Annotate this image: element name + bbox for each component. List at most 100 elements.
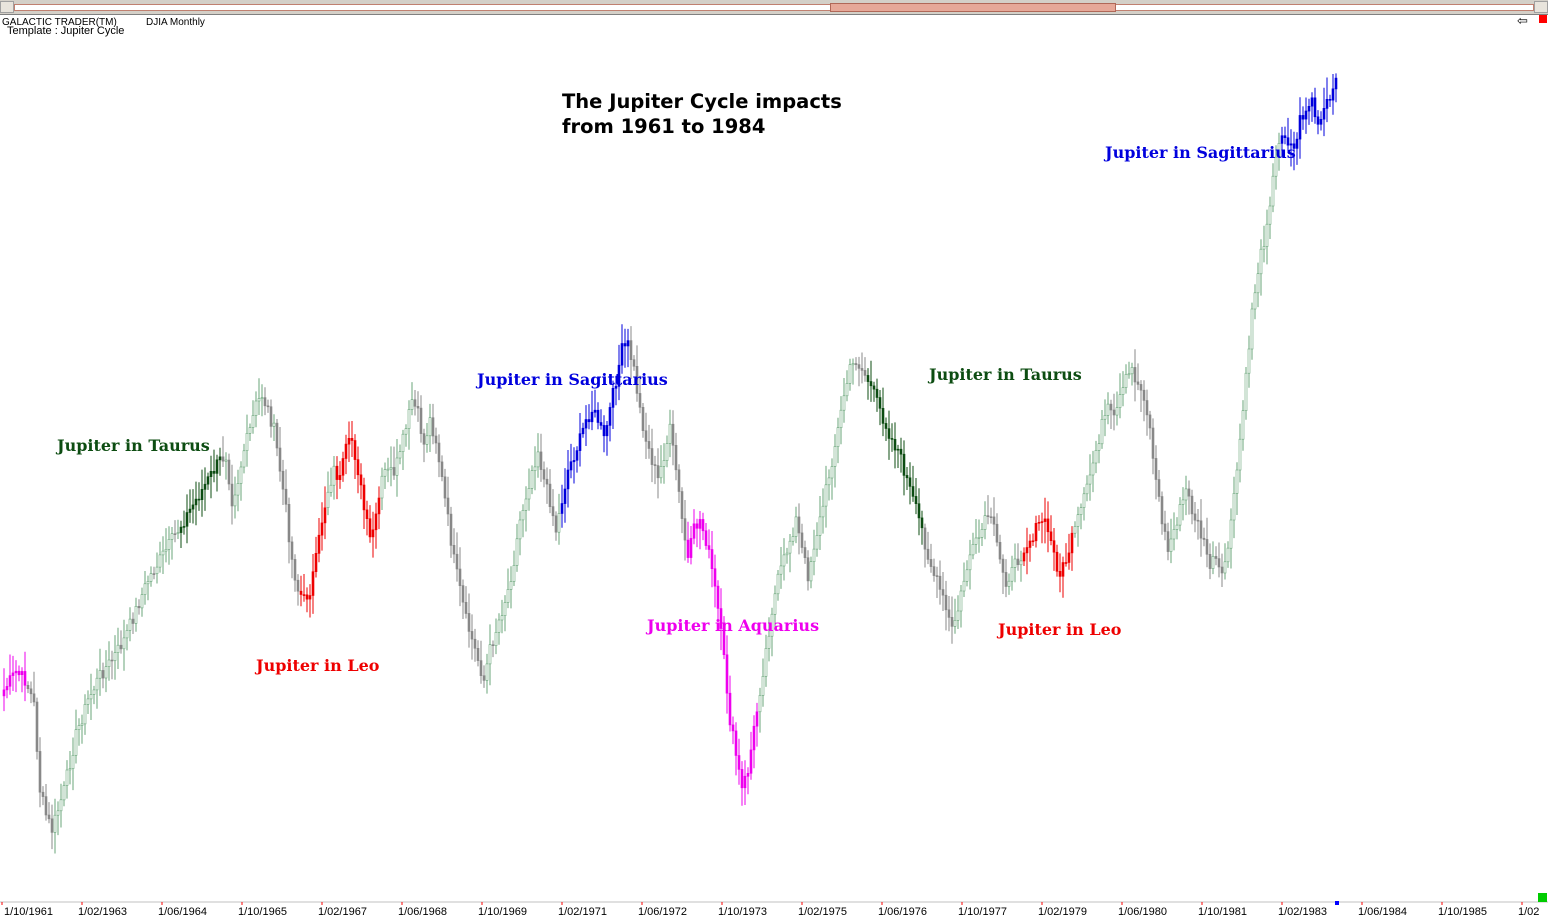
annotation-sagittarius-1: Jupiter in Sagittarius [477, 370, 668, 389]
candlestick [485, 653, 489, 694]
close-indicator-icon[interactable] [1539, 15, 1547, 23]
scroll-left-button[interactable] [0, 1, 14, 13]
candlestick [653, 455, 657, 485]
candlestick [1145, 389, 1149, 436]
candlestick [440, 455, 444, 482]
candlestick [590, 390, 594, 431]
candlestick [1259, 239, 1263, 296]
candlestick [1109, 399, 1113, 429]
candlestick [197, 482, 201, 511]
candlestick [893, 422, 897, 469]
candlestick [995, 513, 999, 547]
candlestick [1049, 515, 1053, 546]
candlestick [245, 414, 249, 467]
candlestick [1037, 515, 1041, 531]
candlestick [344, 434, 348, 475]
candlestick [113, 635, 117, 680]
candlestick [890, 423, 894, 452]
candlestick [1154, 445, 1158, 500]
candlestick [329, 467, 333, 497]
candlestick [971, 532, 975, 560]
candlestick [326, 471, 330, 516]
candlestick [194, 481, 198, 526]
candlestick [1094, 440, 1098, 474]
candlestick [737, 738, 741, 785]
app-name: GALACTIC TRADER(TM) [2, 17, 117, 28]
candlestick [290, 536, 294, 579]
candlestick [1196, 509, 1200, 540]
candlestick [701, 512, 705, 541]
current-position-marker [1335, 901, 1339, 905]
candlestick [782, 538, 786, 581]
candlestick [527, 468, 531, 511]
scrollbar-track[interactable] [14, 4, 1534, 11]
candlestick [215, 454, 219, 492]
candlestick [833, 434, 837, 488]
candlestick [530, 465, 534, 495]
candlestick [1082, 487, 1086, 521]
candlestick [353, 434, 357, 479]
candlestick [98, 648, 102, 696]
candlestick [887, 410, 891, 460]
candlestick [41, 786, 45, 806]
candlestick [416, 391, 420, 422]
candlestick [305, 587, 309, 613]
candlestick [689, 526, 693, 565]
candlestick [1304, 97, 1308, 134]
candlestick [95, 668, 99, 709]
candlestick [623, 328, 627, 368]
candlestick [1040, 512, 1044, 544]
candlestick [662, 443, 666, 484]
candlestick [1070, 526, 1074, 571]
candlestick [497, 613, 501, 645]
candlestick [131, 612, 135, 634]
candlestick [1232, 476, 1236, 539]
candlestick [1214, 546, 1218, 566]
candlestick [998, 534, 1002, 564]
candlestick [146, 575, 150, 601]
candlestick [464, 586, 468, 619]
horizontal-scrollbar[interactable] [0, 0, 1548, 15]
x-tick-label: 1/10/1981 [1198, 906, 1247, 918]
candlestick [371, 511, 375, 558]
candlestick [851, 358, 855, 385]
candlestick [1100, 410, 1104, 449]
candlestick [1247, 335, 1251, 388]
candlestick [827, 469, 831, 501]
x-tick-label: 1/06/1964 [158, 906, 207, 918]
candlestick [293, 554, 297, 592]
status-indicator-icon[interactable] [1538, 893, 1547, 902]
candlestick [365, 500, 369, 536]
candlestick [926, 531, 930, 565]
candlestick [1004, 559, 1008, 598]
candlestick [398, 444, 402, 465]
candlestick [266, 399, 270, 413]
candlestick [572, 447, 576, 484]
candlestick [629, 326, 633, 379]
scrollbar-thumb[interactable] [830, 3, 1116, 12]
candlestick [908, 462, 912, 505]
candlestick [158, 541, 162, 573]
candlestick [902, 440, 906, 496]
candlestick [1016, 543, 1020, 571]
candlestick [512, 550, 516, 586]
candlestick [560, 484, 564, 528]
candlestick [680, 487, 684, 534]
candlestick [491, 640, 495, 658]
candlestick [1007, 573, 1011, 595]
candlestick [938, 560, 942, 605]
x-tick-label: 1/02/1963 [78, 906, 127, 918]
candlestick [848, 358, 852, 391]
x-tick-label: 1/10/1965 [238, 906, 287, 918]
candlestick [1202, 527, 1206, 547]
back-arrow-icon[interactable]: ⇦ [1517, 13, 1528, 28]
candlestick [1031, 533, 1035, 546]
candlestick [488, 624, 492, 686]
candlestick [743, 760, 747, 805]
candlestick [536, 433, 540, 478]
candlestick [1319, 111, 1323, 131]
candlestick [1151, 418, 1155, 475]
candlestick [734, 722, 738, 776]
candlestick [644, 412, 648, 459]
